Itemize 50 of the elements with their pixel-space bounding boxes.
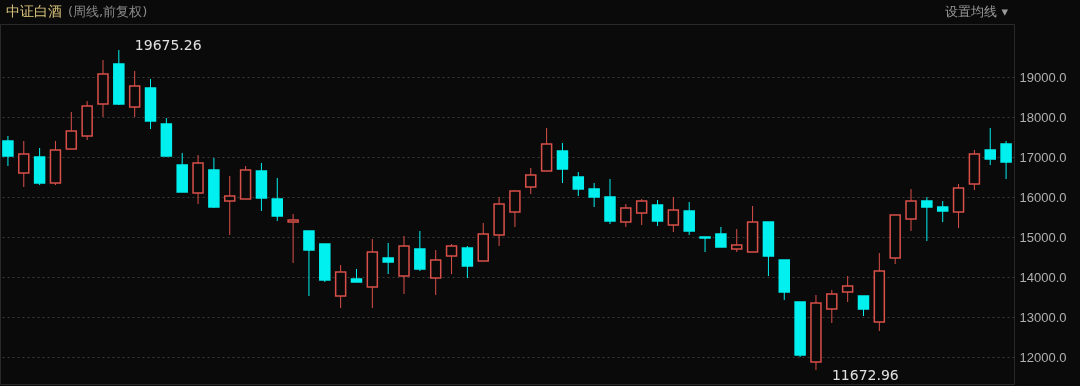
candlestick [683, 201, 695, 236]
candlestick [699, 236, 711, 253]
y-tick-label: 19000.0 [1019, 69, 1067, 85]
candlestick [223, 175, 236, 236]
candlestick [2, 135, 14, 167]
candlestick [921, 196, 933, 242]
candlestick [128, 70, 141, 118]
y-tick-label: 13000.0 [1019, 309, 1067, 325]
candlestick [667, 196, 680, 233]
candlestick [461, 245, 474, 279]
candlestick [287, 213, 299, 264]
candlestick [572, 171, 585, 197]
candlestick [445, 243, 458, 275]
chart-subtitle: (周线,前复权) [68, 4, 148, 19]
candlestick [271, 177, 284, 222]
y-tick-label: 18000.0 [1019, 109, 1067, 125]
candlestick [620, 203, 632, 228]
y-tick-label: 12000.0 [1019, 349, 1067, 365]
candlestick [382, 242, 394, 275]
y-tick-label: 15000.0 [1019, 229, 1067, 245]
candlestick [651, 199, 664, 227]
candlestick [65, 111, 78, 150]
text: 设置均线 ▾ [945, 4, 1009, 19]
annotation: 11672.96 [831, 367, 899, 384]
candlestick [588, 182, 600, 208]
candlestick [556, 142, 569, 184]
y-tick-label: 17000.0 [1019, 149, 1067, 165]
candlestick [857, 295, 870, 317]
candlestick [604, 178, 616, 225]
candlestick [429, 249, 442, 296]
candlestick [905, 188, 917, 232]
candlestick [334, 264, 347, 309]
candlestick [984, 127, 996, 166]
candlestick [525, 167, 537, 195]
annotation: 19675.26 [134, 36, 202, 53]
chart-title: 中证白酒 [6, 3, 62, 19]
candlestick [509, 190, 521, 228]
candlestick [952, 183, 965, 229]
candlestick [841, 275, 854, 303]
candlestick [715, 226, 727, 248]
candlestick [936, 200, 949, 223]
candlestick [1000, 140, 1012, 180]
candlestick [303, 230, 315, 297]
y-tick-label: 14000.0 [1019, 269, 1067, 285]
candlestick [730, 228, 743, 253]
candlestick [826, 289, 838, 324]
candlestick [18, 140, 30, 188]
candlestick [414, 230, 426, 272]
y-tick-label: 16000.0 [1019, 189, 1067, 205]
candlestick [635, 198, 648, 226]
